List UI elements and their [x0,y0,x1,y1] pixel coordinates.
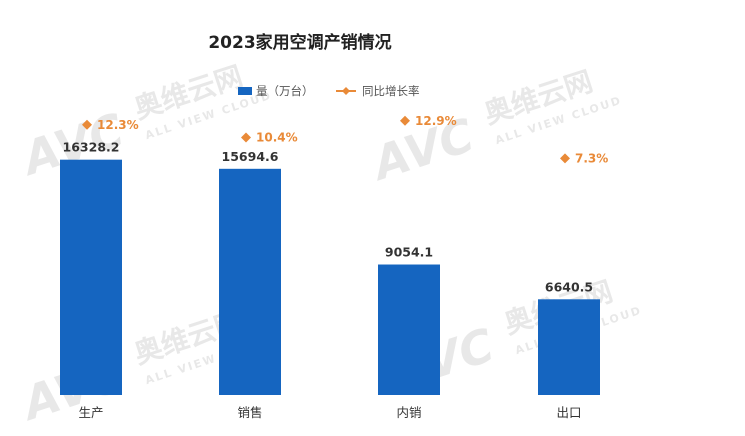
growth-series: 12.3% 10.4% 12.9% 7.3% [82,114,608,165]
bar-value-label: 6640.5 [545,279,593,294]
bar-value-label: 15694.6 [222,149,279,164]
legend-swatch-bar [238,87,252,95]
growth-marker [241,132,251,143]
bar [60,159,122,395]
bar [538,299,600,395]
category-label: 生产 [78,405,103,420]
category-label: 销售 [237,405,262,420]
legend-diamond-growth [342,87,350,95]
category-label: 出口 [556,405,581,420]
category-axis: 生产 销售 内销 出口 [78,405,581,420]
legend-item-growth: 同比增长率 [336,84,420,98]
bar-value-label: 16328.2 [63,140,120,155]
bar [378,264,440,395]
growth-value-label: 12.3% [97,118,139,132]
legend-item-bar: 量（万台） [238,84,314,98]
growth-marker [400,115,410,126]
bar-value-label: 9054.1 [385,245,433,260]
growth-marker [82,119,92,130]
legend: 量（万台） 同比增长率 [238,84,420,98]
growth-value-label: 10.4% [256,131,298,145]
legend-label-growth: 同比增长率 [362,84,420,98]
growth-value-label: 12.9% [415,114,457,128]
bar-series: 16328.2 15694.6 9054.1 6640.5 [60,140,600,395]
growth-marker [560,153,570,164]
legend-label-bar: 量（万台） [256,84,314,98]
growth-value-label: 7.3% [575,151,608,165]
category-label: 内销 [396,405,421,420]
chart-title: 2023家用空调产销情况 [208,32,391,53]
bar [219,168,281,395]
